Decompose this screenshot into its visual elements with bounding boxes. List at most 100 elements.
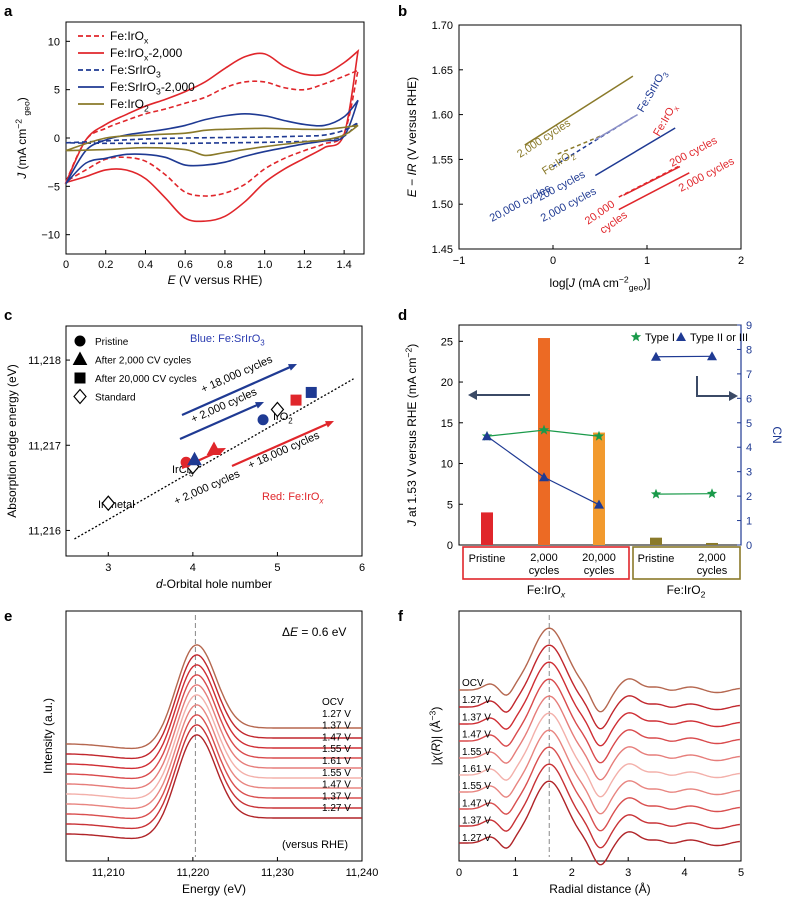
- point-8: [305, 386, 317, 398]
- bar-1: [538, 338, 550, 545]
- x-tick-label: 11,220: [176, 867, 209, 879]
- cn-type1-point: [650, 488, 662, 499]
- tafel-line-6: [623, 165, 681, 196]
- tafel-line-1: [524, 75, 634, 146]
- bar-3: [650, 537, 662, 545]
- arrow-red-18000-shaft: [231, 422, 329, 468]
- y2-tick-label: 4: [746, 442, 752, 454]
- series-label: 1.37 V: [322, 791, 351, 802]
- x-tick-label: −1: [453, 255, 466, 267]
- arrow-red-18000-head: [325, 421, 334, 428]
- y-tick-label: 1.60: [432, 110, 453, 122]
- series-label: 1.55 V: [322, 768, 351, 779]
- x-tick-label: 0.4: [138, 259, 153, 271]
- label-part: Fe:IrO: [527, 583, 561, 597]
- bar-4: [706, 542, 718, 545]
- panel-b: −1 0 1 2 1.70 1.65 1.60 1.55 1.50 1.45 log[J (mA c…: [405, 20, 744, 293]
- y-axis-label: J at 1.53 V versus RHE (mA cm−2): [403, 344, 419, 528]
- y-axis-label: E − IR (V versus RHE): [405, 77, 419, 197]
- title-blue: Blue: Fe:SrIrO3: [190, 333, 265, 347]
- legend-star: [630, 331, 642, 342]
- label-part: χ: [429, 755, 443, 763]
- xanes-curve-0: [66, 644, 362, 750]
- xanes-curve-6: [66, 704, 362, 810]
- series-label: 1.61 V: [462, 764, 491, 775]
- exafs-curve-8: [459, 763, 740, 849]
- label-part: )]: [643, 276, 650, 290]
- cn-type23-point: [482, 431, 492, 441]
- label-part: -2,000: [161, 80, 195, 94]
- y-tick-label: 0: [54, 133, 60, 145]
- label-part: = 0.6 eV: [298, 625, 346, 639]
- x-axis-label: Radial distance (Å): [549, 881, 650, 896]
- series-label: 1.27 V: [322, 803, 351, 814]
- label-part: 3: [156, 87, 161, 97]
- x-tick-label: 0.8: [217, 259, 232, 271]
- xanes-curve-9: [66, 734, 362, 840]
- y-axis-label: Absorption edge energy (eV): [5, 364, 19, 517]
- label-part: Red: Fe:IrO: [262, 491, 320, 503]
- y-axis-label: J (mA cm−2 geo): [13, 97, 31, 180]
- y2-tick-label: 8: [746, 344, 752, 356]
- cv-curve-1: [64, 49, 360, 223]
- exafs-curve-7: [459, 746, 740, 832]
- y-tick-label: 25: [441, 336, 453, 348]
- legend-entry: Fe:IrOx-2,000: [110, 46, 183, 63]
- point-4: [206, 441, 222, 456]
- legend-type1: Type I: [645, 332, 675, 344]
- label-part: −2: [403, 348, 413, 358]
- category-label: 20,000: [582, 552, 616, 564]
- cv-curve-4: [65, 124, 359, 157]
- legend-entry: After 2,000 CV cycles: [95, 356, 191, 367]
- y2-axis-label: CN: [770, 426, 784, 443]
- category-label: Pristine: [638, 553, 675, 565]
- legend-entry: Fe:SrIrO3-2,000: [110, 80, 195, 97]
- label-part: (mA cm: [575, 276, 619, 290]
- group-label-irox: Fe:IrOx: [527, 583, 566, 600]
- y-tick-label: 0: [447, 540, 453, 552]
- arrow-blue-2000-shaft: [179, 403, 259, 441]
- y-axis-label: |χ(R)| (Å−3): [427, 707, 443, 766]
- arrow-blue-2000-head: [255, 402, 264, 409]
- x-tick-label: 2: [569, 867, 575, 879]
- x-tick-label: 4: [190, 562, 196, 574]
- label-part: 3: [260, 338, 265, 347]
- y2-tick-label: 2: [746, 491, 752, 503]
- label-part: 3: [661, 70, 671, 79]
- label-part: -2,000: [148, 46, 182, 60]
- series-label: 1.47 V: [462, 798, 491, 809]
- label-part: x: [318, 496, 324, 505]
- tafel-line-0: [557, 133, 605, 155]
- panel-letter-c: c: [4, 307, 12, 324]
- y-tick-label: 5: [54, 85, 60, 97]
- cn-type23-point: [594, 499, 604, 509]
- legend-entry: Fe:IrO2: [110, 97, 149, 114]
- point-6: [257, 414, 269, 426]
- cn-type23-point: [707, 351, 717, 361]
- x-tick-label: 1.2: [297, 259, 312, 271]
- legend-entry: Fe:SrIrO3: [110, 63, 161, 80]
- tafel-line-7: [618, 172, 690, 211]
- cn-type23-point: [539, 472, 549, 482]
- x-axis-label: E (V versus RHE): [168, 273, 263, 287]
- legend-entry: After 20,000 CV cycles: [95, 374, 197, 385]
- legend-marker: [73, 388, 87, 405]
- series-label: 1.47 V: [462, 730, 491, 741]
- plot-frame: [65, 325, 363, 557]
- bar-2: [593, 432, 605, 545]
- y-tick-label: 1.65: [432, 65, 453, 77]
- cn-type1-point: [706, 488, 718, 499]
- panel-a: 0 0.2 0.4 0.6 0.8 1.0 1.2 1.4 10 5 0 −5 −10 E (V vers…: [13, 21, 365, 287]
- label-part: −2: [13, 119, 23, 129]
- label-part: 3: [156, 70, 161, 80]
- fit-line: [74, 378, 354, 540]
- label-part: E: [405, 188, 419, 197]
- y-tick-label: −10: [41, 230, 60, 242]
- label-part: J: [568, 276, 576, 290]
- y-tick-label: 20: [441, 377, 453, 389]
- x-tick-label: 0.2: [98, 259, 113, 271]
- category-label: 2,000: [530, 552, 558, 564]
- x-tick-label: 5: [738, 867, 744, 879]
- series-label: OCV: [322, 697, 344, 708]
- panel-c: 3 4 5 6 11,218 11,217 11,216 d-Orbital hole num…: [5, 325, 365, 591]
